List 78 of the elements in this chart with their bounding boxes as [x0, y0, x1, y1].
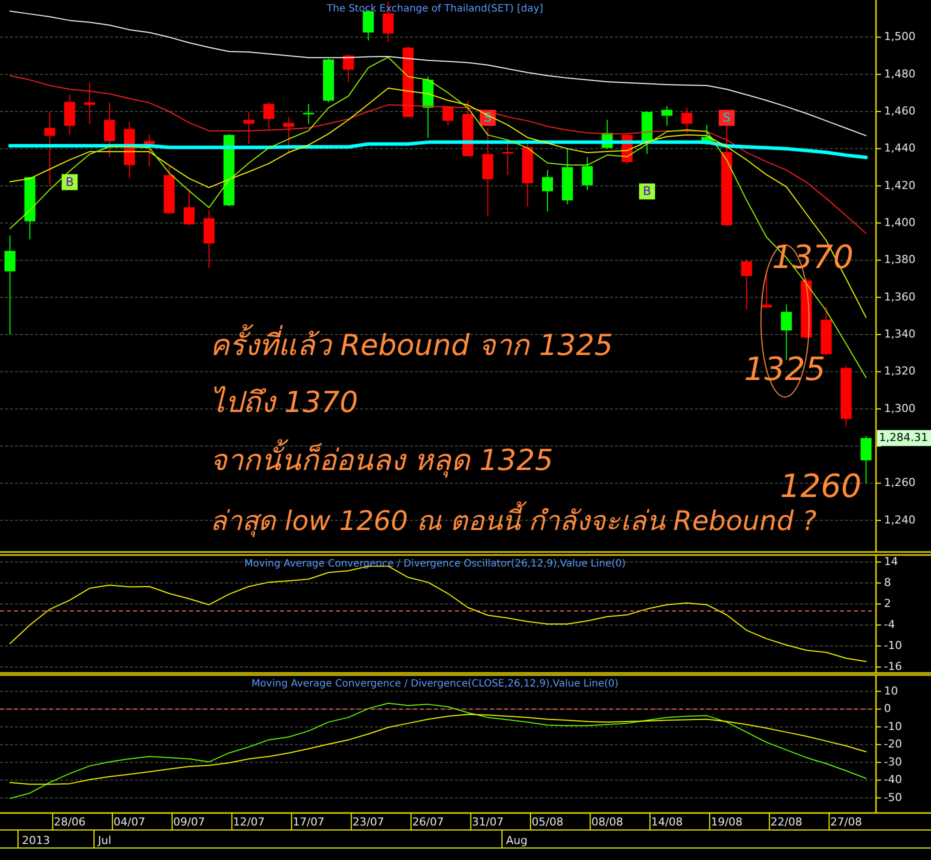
x-tick-label: 23/07: [352, 816, 384, 829]
x-tick-label: 12/07: [233, 816, 265, 829]
candlestick: [263, 101, 274, 130]
y-tick-label: 1,460: [884, 104, 916, 118]
y-tick-label: -10: [884, 639, 902, 652]
chart-title: Moving Average Convergence / Divergence(CLOSE,26,12,9),Value Line(0): [252, 678, 619, 690]
y-tick-label: 1,260: [884, 476, 916, 490]
y-tick-label: 0: [884, 702, 891, 716]
data-label: B: [66, 174, 74, 189]
y-tick-label: 14: [884, 555, 898, 568]
x-tick-label: 08/08: [591, 816, 624, 829]
candlestick: [104, 102, 115, 158]
y-tick-label: -10: [884, 720, 902, 733]
annotation: 1260: [780, 467, 862, 505]
annotation: ครั้งที่แล้ว Rebound จาก 1325: [210, 324, 613, 362]
candlestick: [661, 105, 672, 126]
candlestick: [502, 142, 514, 176]
data-label: B: [642, 184, 652, 198]
line-series: [9, 56, 867, 378]
y-tick-label: 8: [884, 576, 891, 590]
text: Jul: [97, 834, 112, 847]
y-tick-label: -4: [884, 618, 895, 632]
candlestick: [442, 105, 454, 126]
x-tick-label: 09/07: [173, 816, 205, 829]
x-tick-label: 17/07: [292, 816, 324, 829]
y-tick-label: 1,320: [884, 364, 916, 378]
line-series: [9, 702, 867, 799]
x-tick-label: 27/08: [830, 816, 862, 829]
y-tick-label: 10: [884, 684, 898, 698]
y-tick-label: 1,440: [884, 142, 916, 155]
line-series: [9, 88, 867, 318]
y-tick-label: -40: [884, 773, 902, 786]
annotation: ไปถึง 1370: [210, 385, 358, 419]
y-tick-label: -20: [884, 738, 902, 751]
y-tick-label: 1,480: [884, 67, 916, 80]
candlestick: [303, 103, 314, 124]
y-tick-label: -16: [884, 660, 902, 674]
y-tick-label: 1,400: [884, 216, 916, 230]
x-tick-label: 22/08: [770, 816, 802, 829]
y-tick-label: 1,500: [884, 30, 916, 44]
candlestick: [741, 260, 752, 310]
y-tick-label: 2: [884, 597, 891, 610]
candlestick: [44, 111, 56, 187]
text: Aug: [506, 834, 528, 847]
candlestick: [4, 234, 16, 336]
y-tick-label: 1,240: [884, 513, 916, 526]
data-label: S: [722, 110, 730, 125]
candlestick: [64, 94, 76, 136]
y-tick-label: -30: [884, 755, 902, 768]
x-tick-label: 04/07: [114, 816, 146, 829]
candlestick: [582, 156, 593, 191]
candlestick: [283, 116, 294, 154]
x-tick-label: 14/08: [651, 816, 683, 829]
y-tick-label: -50: [884, 790, 902, 804]
x-tick-label: 26/07: [412, 816, 444, 829]
candlestick: [243, 111, 254, 145]
candlestick: [184, 188, 195, 226]
x-tick-label: 28/06: [54, 816, 86, 829]
candlestick: [84, 82, 96, 124]
chart-title: Moving Average Convergence / Divergence Oscillator(26,12,9),Value Line(0): [244, 558, 626, 570]
candlestick: [860, 436, 872, 484]
text: 2013: [22, 834, 50, 847]
text: 1,284.31: [879, 431, 928, 444]
annotation: จากนั้นก็อ่อนลง หลุด 1325: [210, 439, 554, 478]
y-tick-label: 1,340: [884, 328, 916, 341]
y-tick-label: 1,300: [884, 402, 916, 415]
x-tick-label: 19/08: [710, 816, 743, 829]
candlestick: [542, 170, 553, 212]
line-series: [9, 714, 867, 785]
candlestick: [342, 54, 354, 82]
candlestick: [144, 134, 155, 167]
x-tick-label: 05/08: [532, 816, 564, 829]
y-tick-label: 1,380: [884, 253, 916, 266]
y-tick-label: 1,420: [884, 178, 916, 192]
line-series: [9, 75, 867, 234]
y-tick-label: 1,360: [884, 290, 916, 304]
x-tick-label: 31/07: [472, 816, 504, 829]
candlestick: [681, 107, 692, 134]
